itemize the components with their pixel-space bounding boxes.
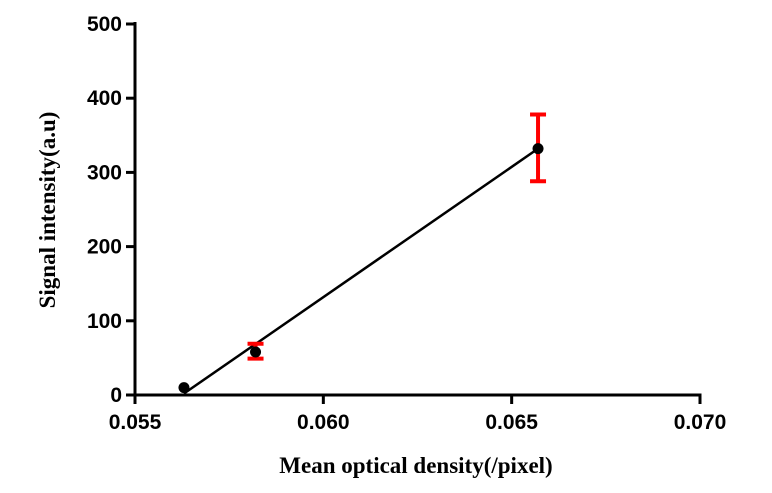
plot-area <box>178 112 547 395</box>
y-axis-ticks: 0 100 200 300 400 500 <box>87 13 135 407</box>
y-tick-label: 300 <box>87 161 122 184</box>
y-tick-label: 400 <box>87 87 122 110</box>
fit-line <box>183 147 539 395</box>
x-axis-ticks: 0.055 0.060 0.065 0.070 <box>109 395 727 434</box>
x-tick-label: 0.060 <box>297 411 350 434</box>
y-tick-label: 0 <box>110 384 122 407</box>
x-tick-label: 0.070 <box>674 411 727 434</box>
x-tick-label: 0.065 <box>485 411 538 434</box>
x-axis-title: Mean optical density(/pixel) <box>279 453 552 478</box>
x-tick-label: 0.055 <box>109 411 162 434</box>
y-axis-title: Signal intensity(a.u) <box>35 112 60 309</box>
y-tick-label: 500 <box>87 13 122 36</box>
y-tick-label: 100 <box>87 310 122 333</box>
axes <box>133 22 702 397</box>
data-point <box>250 346 262 358</box>
y-tick-label: 200 <box>87 236 122 259</box>
data-point <box>178 382 190 394</box>
data-point <box>532 143 544 155</box>
